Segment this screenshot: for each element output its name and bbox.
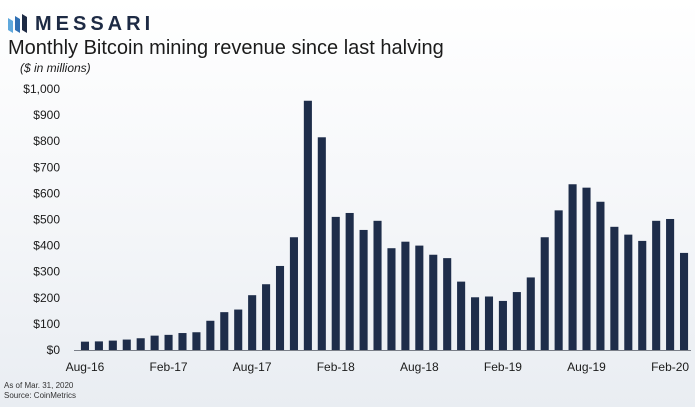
bar-mar-18 [345,212,354,350]
y-tick-label: $1,000 [23,82,60,96]
bar-oct-17 [275,265,285,350]
bar-dec-19 [638,240,647,350]
bar-mar-20 [679,252,689,350]
bar-feb-20 [666,218,675,350]
bar-jan-18 [317,137,326,350]
bar-nov-16 [122,339,131,350]
bar-feb-17 [164,334,173,350]
x-tick-label: Feb-18 [317,360,355,374]
y-tick-label: $500 [33,213,60,227]
bar-oct-19 [610,226,619,350]
bar-nov-19 [624,234,633,350]
y-tick-label: $300 [33,265,60,279]
y-tick-label: $100 [33,317,60,331]
bar-mar-19 [512,292,521,350]
y-tick-label: $200 [33,291,60,305]
bar-feb-19 [498,300,507,350]
x-tick-label: Feb-20 [651,360,689,374]
bar-jan-20 [652,220,661,350]
source-note: Source: CoinMetrics [4,391,77,400]
y-tick-label: $600 [33,186,60,200]
bar-apr-18 [359,229,368,350]
x-tick-label: Aug-17 [233,360,272,374]
brand-name: MESSARI [35,12,155,35]
bar-oct-16 [108,340,117,350]
x-tick-label: Aug-18 [400,360,439,374]
bar-sep-18 [429,254,438,350]
bar-oct-18 [443,258,452,350]
bar-dec-18 [471,297,480,350]
y-tick-label: $0 [47,343,61,357]
bar-jan-17 [150,335,159,350]
bar-jul-17 [234,309,243,350]
as-of-note: As of Mar. 31, 2020 [4,381,74,390]
bar-jun-18 [387,248,396,350]
bar-mar-17 [178,333,187,350]
x-tick-label: Aug-16 [66,360,105,374]
bar-sep-17 [262,284,271,350]
chart-subtitle: ($ in millions) [20,61,91,75]
brand: MESSARI [7,13,154,35]
bar-dec-16 [136,338,145,350]
bar-aug-19 [582,187,591,350]
x-tick-label: Feb-19 [484,360,522,374]
bar-sep-19 [596,201,605,350]
bar-nov-17 [289,237,298,350]
y-tick-label: $900 [33,108,60,122]
bar-aug-17 [248,295,257,350]
bar-sep-16 [94,341,103,350]
x-tick-label: Aug-19 [567,360,606,374]
y-tick-label: $800 [33,134,60,148]
bar-dec-17 [303,100,312,350]
y-tick-label: $400 [33,239,60,253]
bar-jul-18 [401,241,410,350]
bar-jun-19 [554,210,563,350]
y-tick-label: $700 [33,160,60,174]
bar-nov-18 [457,281,466,350]
bar-may-18 [373,220,382,350]
chart-title: Monthly Bitcoin mining revenue since las… [8,37,444,59]
bar-apr-19 [526,277,535,350]
bar-may-19 [540,237,549,350]
messari-logo-icon [8,14,27,33]
chart-footer: As of Mar. 31, 2020 Source: CoinMetrics [4,381,76,401]
bar-jan-19 [484,296,494,350]
bar-aug-18 [415,245,424,350]
bar-may-17 [206,320,215,350]
bar-aug-16 [80,341,90,350]
bar-jul-19 [568,184,577,350]
bar-apr-17 [192,332,201,350]
bar-feb-18 [331,216,340,350]
bar-jun-17 [220,312,229,350]
x-tick-label: Feb-17 [150,360,188,374]
